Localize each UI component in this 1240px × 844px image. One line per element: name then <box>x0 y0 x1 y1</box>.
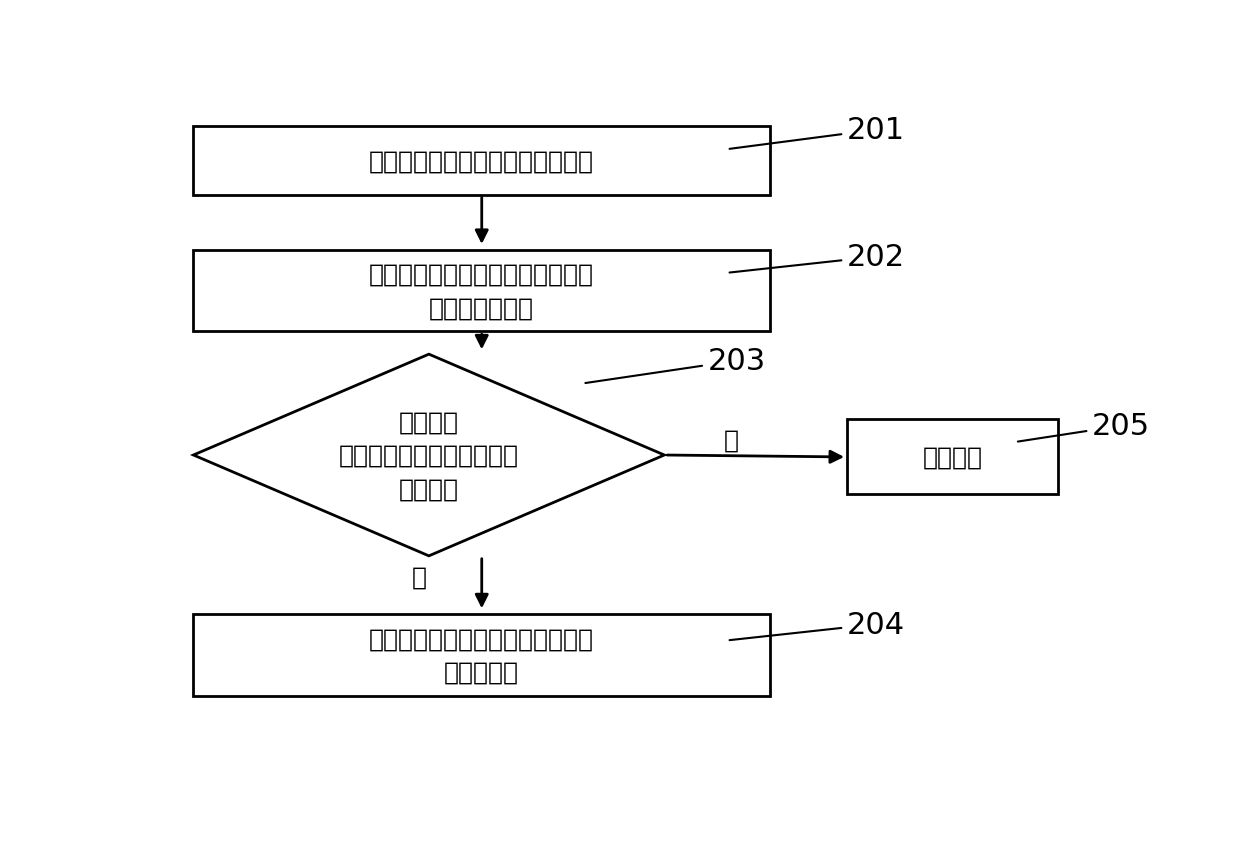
FancyBboxPatch shape <box>847 419 1058 495</box>
Text: 203: 203 <box>585 347 766 383</box>
Text: 否: 否 <box>724 429 739 452</box>
Text: 201: 201 <box>729 116 905 149</box>
FancyBboxPatch shape <box>193 251 770 332</box>
Text: 计算预存零点检测量与所述零点检
测量之间的差值: 计算预存零点检测量与所述零点检 测量之间的差值 <box>370 262 594 320</box>
FancyBboxPatch shape <box>193 614 770 696</box>
Text: 是: 是 <box>412 565 427 589</box>
Text: 获取氮氧化物传感器的零点检测量: 获取氮氧化物传感器的零点检测量 <box>370 149 594 173</box>
Text: 204: 204 <box>729 610 905 641</box>
Polygon shape <box>193 354 665 556</box>
FancyBboxPatch shape <box>193 127 770 196</box>
Text: 将所述预存零点检测量替换为所述
零点检测量: 将所述预存零点检测量替换为所述 零点检测量 <box>370 626 594 684</box>
Text: 提示故障: 提示故障 <box>923 445 982 469</box>
Text: 判断所述
差值是否存在于预设零点差
值范围内: 判断所述 差值是否存在于预设零点差 值范围内 <box>339 410 518 500</box>
Text: 205: 205 <box>1018 412 1149 442</box>
Text: 202: 202 <box>729 243 905 273</box>
